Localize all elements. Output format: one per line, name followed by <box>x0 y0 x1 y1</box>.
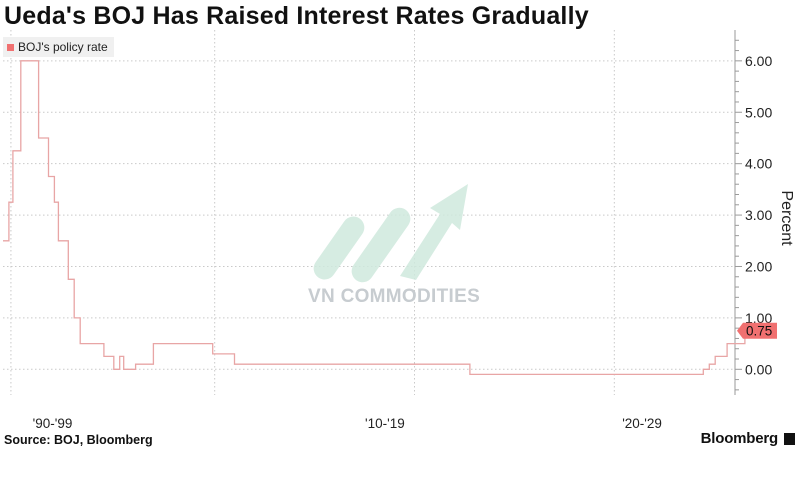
watermark-stroke-2 <box>351 207 411 283</box>
watermark-logo <box>313 184 468 283</box>
last-value-tag <box>737 322 777 339</box>
chart-title: Ueda's BOJ Has Raised Interest Rates Gra… <box>4 2 589 30</box>
x-tick-label: '20-'29 <box>622 416 662 431</box>
series-layer <box>3 60 752 376</box>
legend-swatch <box>7 43 14 51</box>
y-tick-label: 2.00 <box>745 258 772 274</box>
y-axis <box>734 30 742 395</box>
x-tick-label: '10-'19 <box>365 416 405 431</box>
watermark-text: VN COMMODITIES <box>308 286 481 307</box>
watermark-stroke-1 <box>313 216 365 280</box>
y-tick-label: 0.00 <box>745 361 772 377</box>
legend: BOJ's policy rate <box>3 37 114 57</box>
axis-labels: 0.00 1.00 2.00 3.00 4.00 5.00 6.00 Percent '90-'… <box>33 53 795 431</box>
grid-lines <box>3 30 735 395</box>
source-note: Source: BOJ, Bloomberg <box>4 433 153 447</box>
brand-terminal-icon <box>784 433 795 445</box>
y-tick-label: 5.00 <box>745 104 772 120</box>
y-tick-label: 1.00 <box>745 310 772 326</box>
watermark-arrow <box>400 184 468 280</box>
legend-label: BOJ's policy rate <box>18 40 108 54</box>
y-tick-label: 6.00 <box>745 53 772 69</box>
y-tick-label: 4.00 <box>745 156 772 172</box>
last-value-label: 0.75 <box>746 324 772 339</box>
brand-logo: Bloomberg <box>700 430 779 447</box>
series-line-policy-rate <box>3 60 752 376</box>
y-axis-title: Percent <box>778 190 795 246</box>
y-tick-label: 3.00 <box>745 207 772 223</box>
x-tick-label: '90-'99 <box>33 416 73 431</box>
